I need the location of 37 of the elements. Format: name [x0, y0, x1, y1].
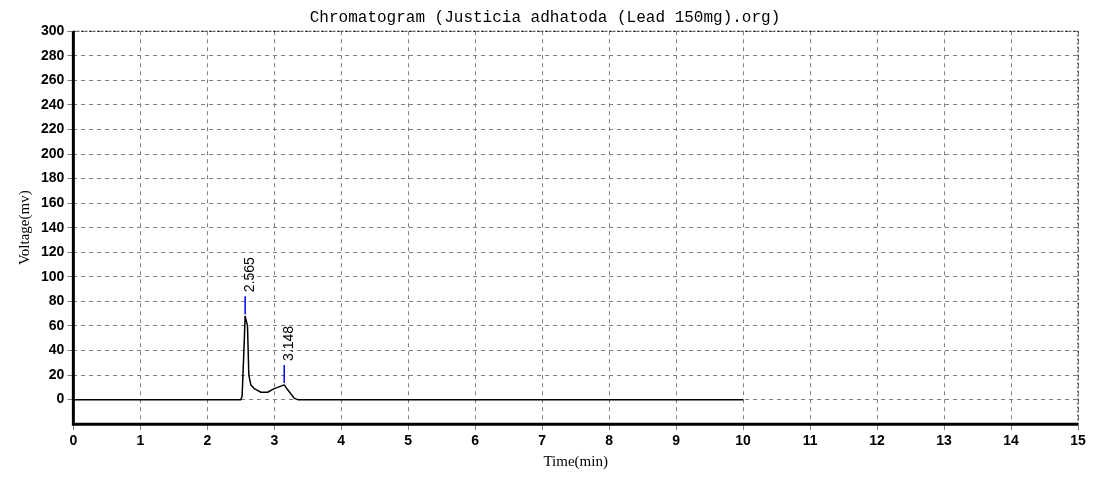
y-tick-label: 20: [48, 365, 65, 382]
y-tick-label: 240: [41, 95, 65, 112]
x-tick-label: 15: [1070, 432, 1086, 449]
annotation: 3.148: [280, 325, 297, 361]
x-tick-label: 1: [136, 432, 145, 449]
y-tick-label: 160: [41, 194, 65, 210]
y-tick-label: 100: [41, 267, 65, 284]
x-tick-label: 3: [270, 432, 279, 449]
y-tick-label: 60: [48, 316, 65, 333]
y-tick-label: 180: [41, 169, 65, 186]
y-tick-label: 40: [48, 341, 65, 358]
x-tick-label: 2: [203, 432, 212, 449]
x-tick-label: 0: [69, 432, 78, 449]
y-tick-label: 140: [41, 218, 65, 235]
x-tick-label: 4: [337, 432, 346, 449]
y-tick-label: 120: [41, 243, 65, 260]
x-tick-label: 9: [672, 432, 681, 449]
y-tick-label: 260: [41, 71, 65, 88]
y-tick-label: 0: [56, 390, 65, 407]
x-tick-label: 10: [735, 432, 752, 449]
x-tick-label: 13: [936, 432, 953, 449]
x-tick-label: 5: [404, 432, 413, 449]
annotation: 2.565: [241, 256, 258, 293]
y-tick-label: 220: [41, 120, 65, 137]
x-tick-label: 7: [538, 432, 547, 449]
y-tick-label: 280: [41, 46, 65, 63]
x-tick-label: 14: [1003, 432, 1020, 449]
chart-title: Chromatogram (Justicia adhatoda (Lead 150mg).org): [309, 8, 781, 27]
x-tick-label: 12: [869, 432, 886, 449]
x-tick-label: 6: [471, 432, 480, 449]
y-tick-label: 200: [41, 144, 65, 161]
y-axis-title: Voltage(mv): [15, 190, 33, 266]
x-tick-label: 8: [605, 432, 614, 449]
x-tick-label: 11: [802, 432, 818, 449]
x-axis-title: Time(min): [543, 452, 608, 470]
y-tick-label: 300: [41, 22, 65, 39]
y-tick-label: 80: [48, 292, 65, 309]
